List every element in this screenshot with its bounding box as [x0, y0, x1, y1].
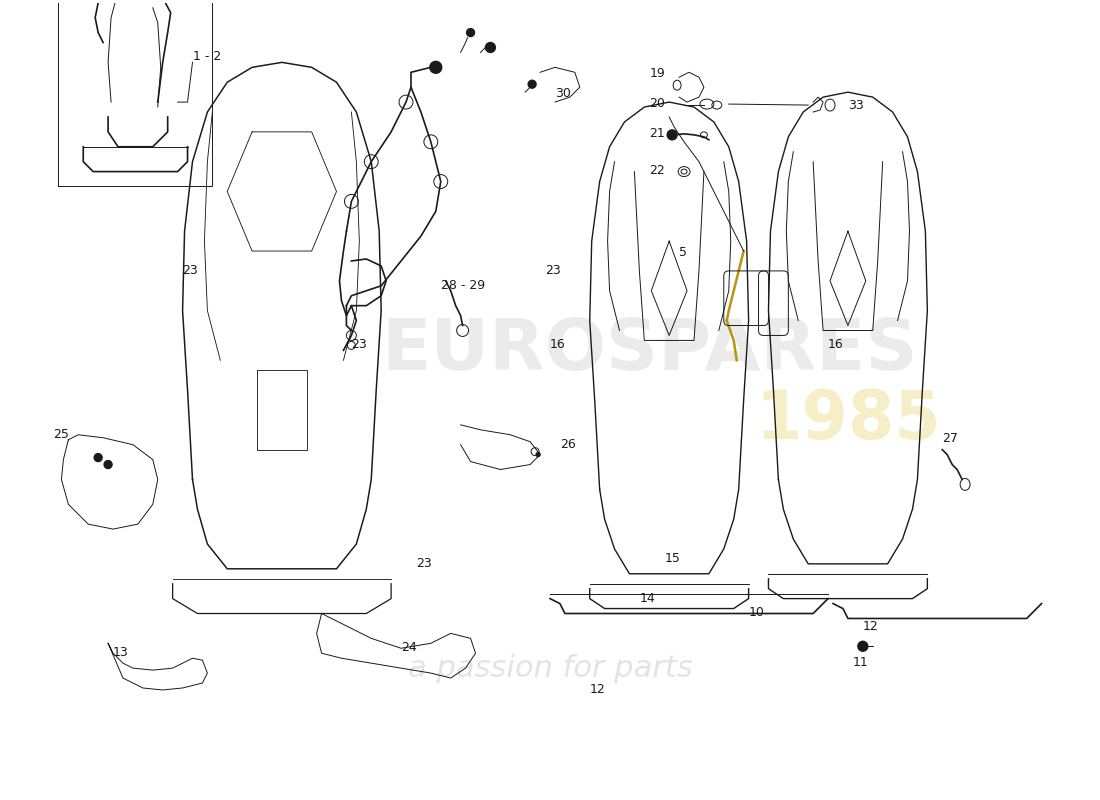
- Circle shape: [485, 42, 495, 53]
- Text: 23: 23: [351, 338, 367, 351]
- Text: 19: 19: [649, 67, 666, 80]
- Text: 22: 22: [649, 163, 666, 177]
- Text: 23: 23: [544, 264, 561, 277]
- Text: 1 - 2: 1 - 2: [192, 50, 221, 63]
- Circle shape: [536, 453, 540, 457]
- Circle shape: [104, 461, 112, 469]
- Text: 12: 12: [590, 683, 605, 696]
- Text: 30: 30: [556, 87, 571, 100]
- Text: 33: 33: [848, 99, 864, 112]
- Text: 23: 23: [416, 557, 431, 570]
- Circle shape: [466, 29, 474, 37]
- Text: 24: 24: [402, 642, 417, 654]
- Text: 21: 21: [649, 127, 666, 140]
- Text: 28 - 29: 28 - 29: [441, 278, 485, 292]
- Text: 13: 13: [113, 646, 129, 659]
- Text: 23: 23: [183, 264, 198, 277]
- Text: 1985: 1985: [755, 387, 940, 453]
- Circle shape: [528, 80, 536, 88]
- Text: 26: 26: [560, 438, 575, 450]
- Text: 14: 14: [639, 591, 656, 605]
- Circle shape: [95, 454, 102, 462]
- Text: EUROSPARES: EUROSPARES: [381, 316, 917, 385]
- Text: 16: 16: [828, 338, 844, 351]
- Text: 27: 27: [943, 432, 958, 445]
- Text: 12: 12: [862, 620, 879, 634]
- Text: 20: 20: [649, 97, 666, 110]
- Text: a passion for parts: a passion for parts: [408, 654, 692, 682]
- Circle shape: [430, 62, 442, 74]
- Circle shape: [858, 642, 868, 651]
- Text: 16: 16: [550, 338, 565, 351]
- Text: 10: 10: [749, 606, 764, 619]
- Text: 15: 15: [664, 552, 680, 565]
- Circle shape: [668, 130, 678, 140]
- Text: 11: 11: [852, 656, 869, 669]
- Text: 25: 25: [54, 428, 69, 441]
- Text: 5: 5: [679, 246, 688, 259]
